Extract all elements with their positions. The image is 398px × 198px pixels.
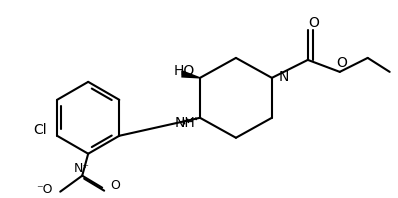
Text: O: O: [336, 56, 347, 70]
Text: O: O: [110, 179, 120, 192]
Text: NH: NH: [174, 116, 195, 130]
Text: N: N: [279, 70, 289, 84]
Text: Cl: Cl: [33, 123, 47, 137]
Text: N⁺: N⁺: [74, 162, 90, 175]
Text: ⁻O: ⁻O: [36, 183, 52, 196]
Text: O: O: [308, 16, 319, 30]
Polygon shape: [182, 71, 200, 78]
Text: HO: HO: [174, 64, 195, 78]
